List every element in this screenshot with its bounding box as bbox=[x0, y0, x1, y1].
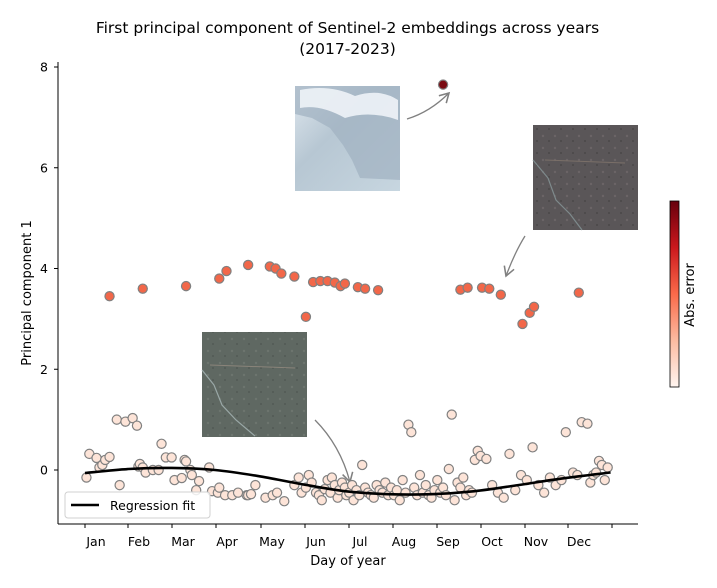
data-point bbox=[104, 291, 115, 302]
low-cluster-points bbox=[81, 409, 613, 507]
data-point bbox=[245, 488, 257, 500]
data-point bbox=[400, 487, 411, 498]
data-point bbox=[104, 451, 115, 463]
y-axis-label: Principal component 1 bbox=[20, 220, 35, 365]
data-point bbox=[517, 318, 528, 330]
data-point bbox=[166, 452, 177, 463]
data-point bbox=[602, 462, 613, 473]
data-point bbox=[599, 474, 610, 486]
y-tick-label: 6 bbox=[40, 160, 48, 175]
data-point bbox=[498, 492, 509, 503]
data-point bbox=[214, 273, 225, 284]
data-point bbox=[300, 311, 312, 323]
x-tick-label: Jul bbox=[351, 534, 367, 549]
chart-subtitle: (2017-2023) bbox=[299, 40, 396, 58]
data-point bbox=[127, 412, 138, 424]
data-point bbox=[582, 418, 593, 429]
x-tick-label: Oct bbox=[481, 534, 503, 549]
data-point bbox=[221, 265, 232, 277]
y-tick-label: 0 bbox=[40, 463, 48, 478]
data-point bbox=[156, 438, 167, 450]
data-point bbox=[137, 283, 148, 294]
data-point bbox=[481, 453, 492, 465]
data-point bbox=[437, 79, 449, 90]
data-point bbox=[504, 448, 515, 460]
thumbnail-cloud-scene bbox=[295, 86, 400, 191]
thumbnail-dry-scene bbox=[532, 125, 638, 231]
x-tick-label: Sep bbox=[436, 534, 460, 549]
x-axis-label: Day of year bbox=[310, 554, 386, 569]
data-point bbox=[372, 284, 384, 296]
data-point bbox=[81, 472, 92, 483]
x-tick-label: Apr bbox=[216, 534, 238, 549]
data-point bbox=[232, 487, 244, 498]
x-tick-label: Mar bbox=[171, 534, 195, 549]
data-point bbox=[458, 472, 469, 483]
x-tick-label: Feb bbox=[128, 534, 150, 549]
x-tick-label: Jan bbox=[85, 534, 105, 549]
legend: Regression fit bbox=[64, 491, 211, 519]
data-point bbox=[111, 414, 122, 425]
data-point bbox=[293, 472, 304, 483]
data-point bbox=[573, 287, 584, 298]
data-point bbox=[527, 442, 538, 453]
data-point bbox=[276, 268, 287, 279]
data-point bbox=[357, 459, 368, 471]
data-point bbox=[339, 278, 351, 289]
colorbar-label: Abs. error bbox=[683, 263, 698, 327]
x-tick-label: Nov bbox=[524, 534, 549, 549]
x-axis-ticks: Jan Feb Mar Apr May Jun Jul Aug Sep Oct Nov Dec bbox=[84, 524, 613, 549]
data-point bbox=[528, 301, 540, 312]
data-point bbox=[449, 495, 460, 506]
data-point bbox=[484, 283, 495, 294]
data-point bbox=[186, 469, 198, 481]
data-point bbox=[443, 463, 455, 475]
x-tick-label: May bbox=[259, 534, 285, 549]
colorbar: Abs. error bbox=[669, 200, 698, 388]
data-point bbox=[271, 487, 283, 498]
x-tick-label: Jun bbox=[305, 534, 326, 549]
data-point bbox=[193, 475, 205, 487]
y-tick-label: 4 bbox=[40, 261, 48, 276]
data-point bbox=[495, 289, 507, 300]
data-point bbox=[414, 469, 426, 481]
data-point bbox=[214, 482, 225, 493]
data-point bbox=[462, 282, 473, 293]
data-point bbox=[397, 474, 408, 486]
y-tick-label: 2 bbox=[40, 362, 48, 377]
y-tick-label: 8 bbox=[40, 60, 48, 75]
data-point bbox=[432, 474, 443, 486]
regression-line bbox=[84, 466, 611, 496]
legend-label: Regression fit bbox=[110, 498, 195, 513]
data-point bbox=[180, 456, 192, 467]
data-point bbox=[242, 259, 254, 271]
data-point bbox=[131, 420, 143, 431]
data-point bbox=[359, 283, 371, 294]
arrow-to-low-cluster bbox=[314, 419, 354, 484]
y-axis-ticks: 0 2 4 6 8 bbox=[40, 60, 58, 478]
data-point bbox=[406, 427, 417, 438]
data-point bbox=[176, 472, 187, 484]
x-tick-label: Dec bbox=[567, 534, 591, 549]
data-point bbox=[289, 271, 300, 282]
high-cluster-points bbox=[104, 259, 584, 330]
arrow-to-high-cluster bbox=[503, 235, 526, 278]
data-point bbox=[180, 280, 192, 292]
arrow-to-outlier bbox=[406, 91, 451, 120]
outlier-point bbox=[437, 79, 449, 90]
data-point bbox=[420, 479, 431, 491]
data-point bbox=[250, 479, 261, 491]
data-point bbox=[440, 489, 452, 501]
x-tick-label: Aug bbox=[392, 534, 416, 549]
data-point bbox=[446, 409, 457, 420]
data-point bbox=[279, 496, 290, 507]
data-point bbox=[560, 427, 571, 438]
thumbnail-green-scene bbox=[201, 332, 307, 437]
data-point bbox=[114, 479, 125, 491]
data-point bbox=[538, 487, 550, 498]
chart-title: First principal component of Sentinel-2 … bbox=[95, 19, 600, 37]
data-point bbox=[316, 495, 327, 506]
